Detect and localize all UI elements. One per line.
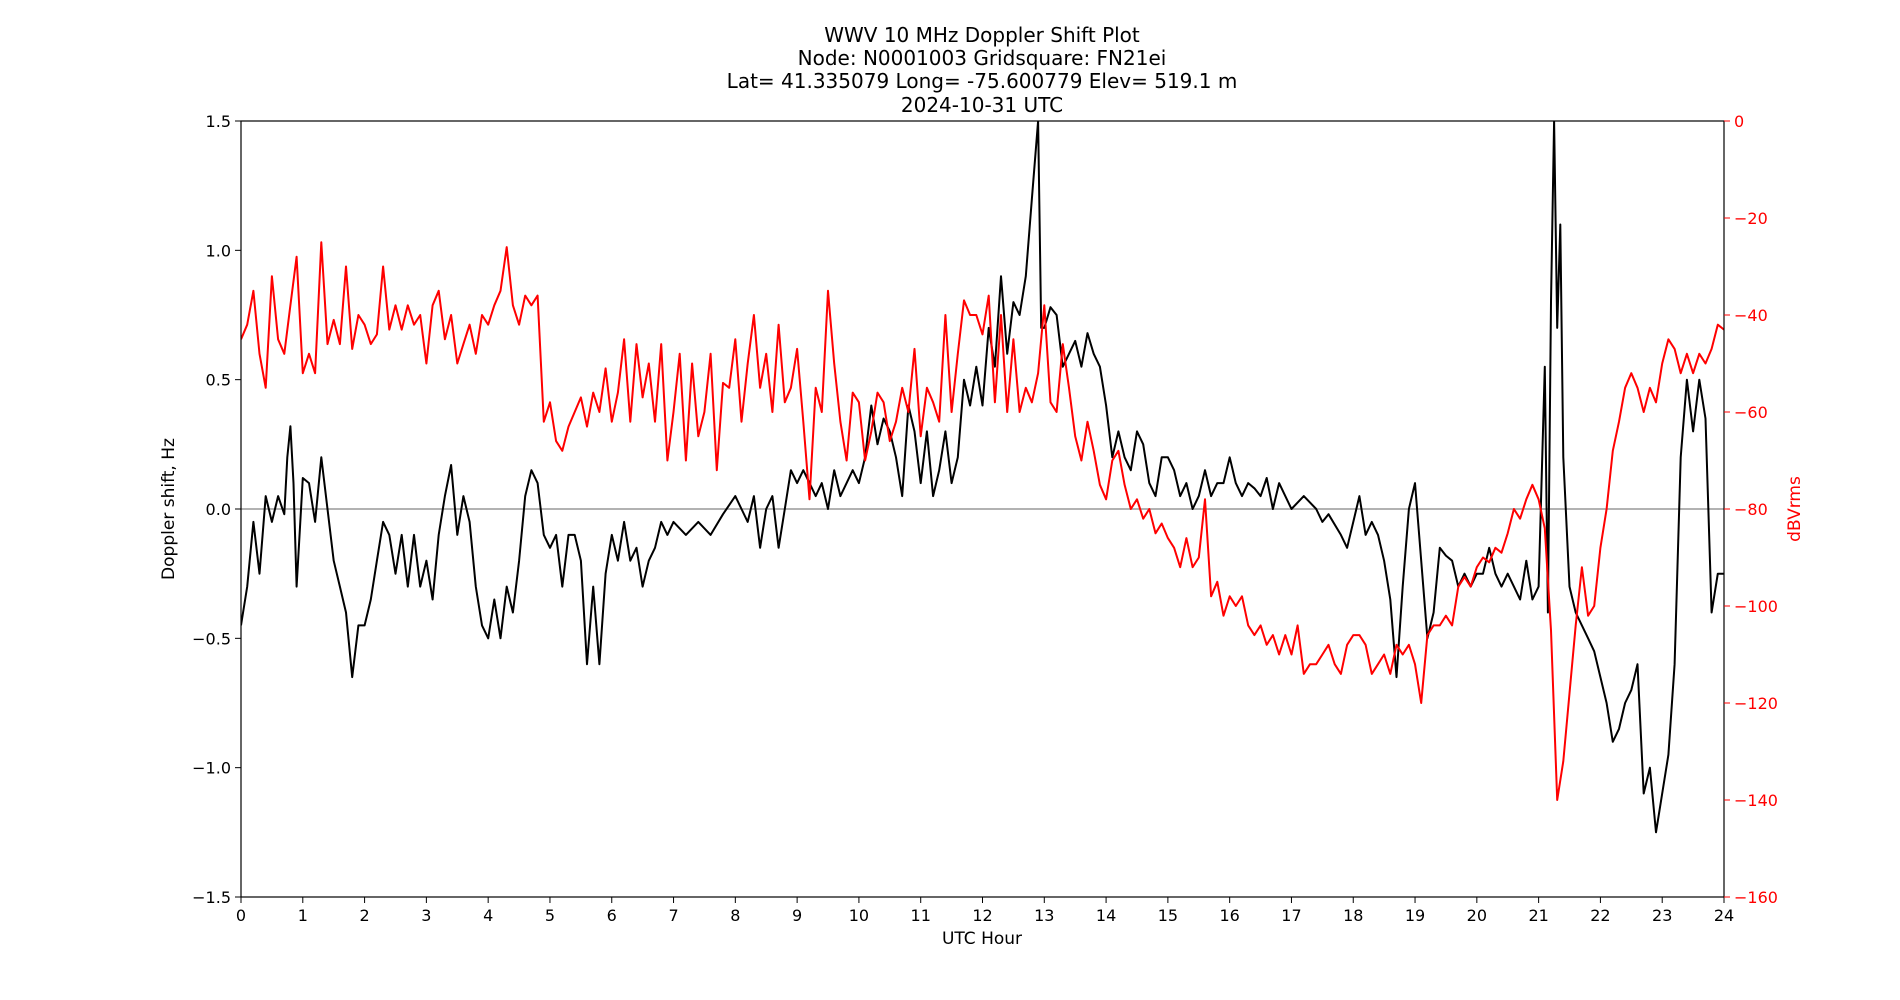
x-tick-label: 20 bbox=[1467, 906, 1487, 925]
x-tick-label: 14 bbox=[1096, 906, 1116, 925]
chart-title-line-1: WWV 10 MHz Doppler Shift Plot bbox=[824, 23, 1140, 47]
y2-tick-label: −60 bbox=[1734, 403, 1768, 422]
x-tick-label: 17 bbox=[1281, 906, 1301, 925]
x-tick-label: 23 bbox=[1652, 906, 1672, 925]
chart-title-line-2: Node: N0001003 Gridsquare: FN21ei bbox=[798, 46, 1167, 70]
y-tick-label: 1.5 bbox=[206, 112, 231, 131]
power-series-line bbox=[241, 241, 1724, 801]
x-tick-label: 5 bbox=[545, 906, 555, 925]
x-tick-label: 16 bbox=[1219, 906, 1239, 925]
x-axis-label: UTC Hour bbox=[942, 929, 1022, 949]
x-tick-label: 9 bbox=[792, 906, 802, 925]
y-tick-label: 0.5 bbox=[206, 371, 231, 390]
x-tick-label: 22 bbox=[1590, 906, 1610, 925]
x-tick-label: 11 bbox=[911, 906, 931, 925]
chart-title-line-4: 2024-10-31 UTC bbox=[901, 93, 1063, 117]
y2-tick-label: −80 bbox=[1734, 500, 1768, 519]
y2-tick-label: −160 bbox=[1734, 888, 1778, 907]
x-tick-label: 0 bbox=[236, 906, 246, 925]
x-tick-label: 3 bbox=[421, 906, 431, 925]
y-tick-label: −1.0 bbox=[192, 759, 231, 778]
doppler-series-line bbox=[241, 121, 1724, 834]
y2-tick-label: −100 bbox=[1734, 597, 1778, 616]
y-axis-label: Doppler shift, Hz bbox=[159, 438, 179, 580]
y2-tick-label: −120 bbox=[1734, 694, 1778, 713]
y-tick-label: −1.5 bbox=[192, 888, 231, 907]
chart-title-line-3: Lat= 41.335079 Long= -75.600779 Elev= 51… bbox=[727, 69, 1238, 93]
x-tick-label: 21 bbox=[1528, 906, 1548, 925]
x-tick-label: 10 bbox=[849, 906, 869, 925]
x-tick-label: 4 bbox=[483, 906, 493, 925]
y2-tick-label: 0 bbox=[1734, 112, 1744, 131]
x-tick-label: 6 bbox=[607, 906, 617, 925]
x-tick-label: 1 bbox=[298, 906, 308, 925]
x-tick-label: 8 bbox=[730, 906, 740, 925]
x-tick-label: 19 bbox=[1405, 906, 1425, 925]
y-tick-label: −0.5 bbox=[192, 629, 231, 648]
x-tick-label: 7 bbox=[668, 906, 678, 925]
x-tick-label: 15 bbox=[1158, 906, 1178, 925]
x-tick-label: 2 bbox=[359, 906, 369, 925]
x-tick-label: 18 bbox=[1343, 906, 1363, 925]
y-tick-label: 0.0 bbox=[206, 500, 231, 519]
y2-tick-label: −20 bbox=[1734, 209, 1768, 228]
y2-axis-label: dBVrms bbox=[1785, 476, 1805, 542]
y2-tick-label: −140 bbox=[1734, 791, 1778, 810]
y2-tick-label: −40 bbox=[1734, 306, 1768, 325]
x-tick-label: 13 bbox=[1034, 906, 1054, 925]
y-tick-label: 1.0 bbox=[206, 241, 231, 260]
x-tick-label: 24 bbox=[1714, 906, 1734, 925]
x-tick-label: 12 bbox=[972, 906, 992, 925]
